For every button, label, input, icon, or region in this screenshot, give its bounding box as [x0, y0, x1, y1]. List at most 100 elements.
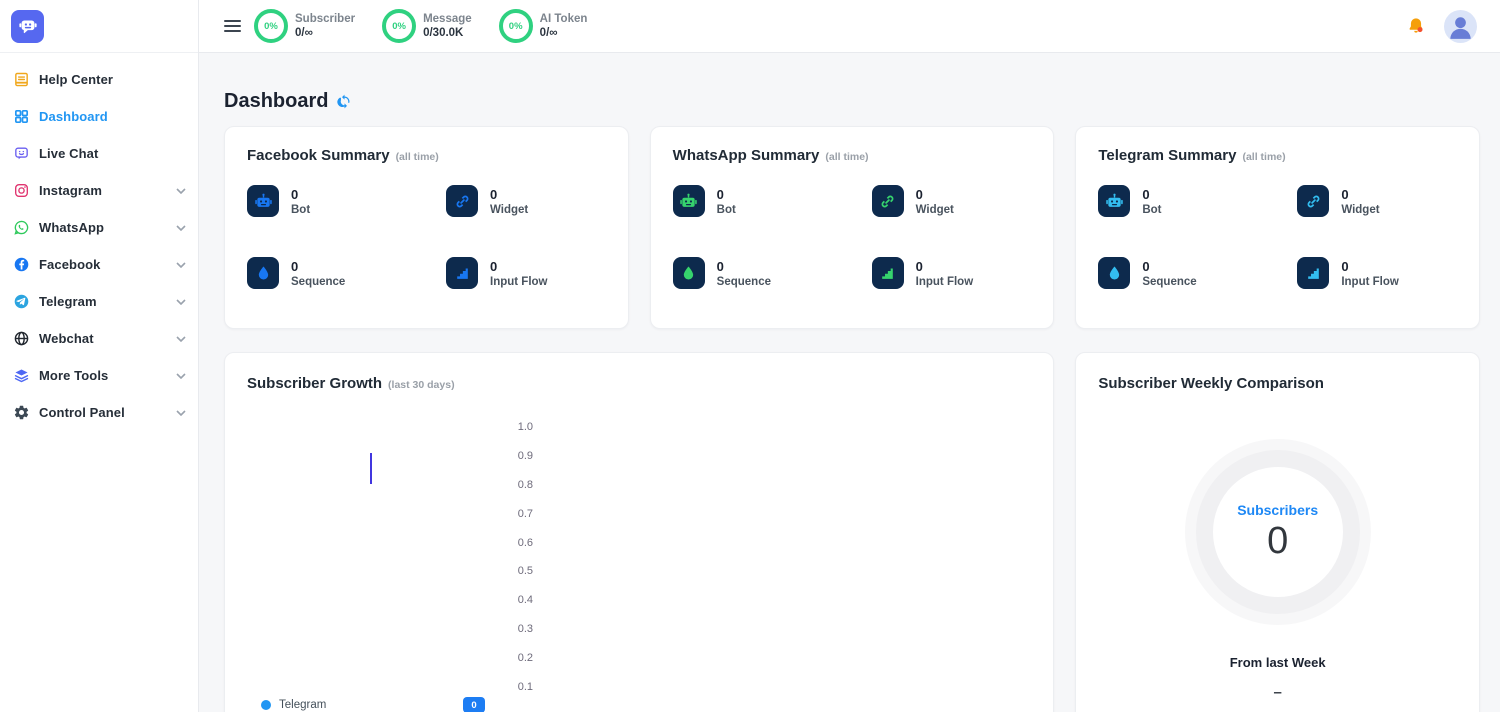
chart-cursor-line [370, 453, 372, 484]
stat-value: 0 [915, 186, 923, 202]
charts-row: Subscriber Growth (last 30 days) 1.0 0.9… [224, 352, 1480, 712]
chevron-down-icon [176, 335, 186, 342]
sidebar-item-control-panel[interactable]: Control Panel [0, 394, 198, 431]
stat-bot: 0 Bot [1098, 185, 1297, 217]
stairs-flow-icon [1297, 257, 1330, 289]
stat-value: 0 [1341, 186, 1349, 202]
robot-icon [1098, 185, 1131, 217]
telegram-summary-card: Telegram Summary (all time) 0 Bot [1075, 126, 1480, 329]
layers-icon [12, 367, 30, 385]
help-center-icon [12, 71, 30, 89]
link-icon [446, 185, 478, 217]
stat-label: Input Flow [490, 275, 548, 288]
card-title: Subscriber Growth [247, 375, 383, 392]
stat-label: Sequence [291, 275, 346, 288]
sidebar-item-label: Dashboard [39, 109, 108, 124]
stat-bot: 0 Bot [247, 185, 446, 217]
stat-label: Bot [1142, 203, 1162, 216]
whatsapp-summary-card: WhatsApp Summary (all time) 0 Bot [649, 126, 1055, 329]
stat-label: Input Flow [915, 275, 974, 288]
sidebar-item-label: Help Center [39, 72, 114, 87]
sidebar-item-live-chat[interactable]: Live Chat [0, 135, 198, 172]
y-tick: 0.5 [517, 565, 533, 578]
stat-value: 0 [490, 258, 498, 274]
menu-icon[interactable] [224, 20, 241, 32]
gauge-label: Subscribers [1237, 501, 1319, 518]
chevron-down-icon [176, 261, 186, 268]
stat-label: Sequence [716, 275, 771, 288]
stat-label: Input Flow [1341, 275, 1399, 288]
from-last-week-value: – [1273, 684, 1282, 701]
card-subtitle: (all time) [395, 151, 439, 163]
robot-chat-icon [11, 9, 44, 43]
bell-icon[interactable] [1406, 16, 1426, 36]
robot-icon [672, 185, 705, 217]
message-progress-ring: 0% [382, 9, 417, 43]
card-subtitle: (all time) [1242, 151, 1286, 163]
sidebar-item-webchat[interactable]: Webchat [0, 320, 198, 357]
stat-sequence: 0 Sequence [247, 257, 446, 289]
stat-value: 0 [716, 186, 724, 202]
stat-bot: 0 Bot [672, 185, 872, 217]
instagram-icon [12, 182, 30, 200]
sidebar-item-more-tools[interactable]: More Tools [0, 357, 198, 394]
sidebar-item-label: More Tools [39, 368, 109, 383]
sidebar-item-help-center[interactable]: Help Center [0, 61, 198, 98]
stat-input-flow: 0 Input Flow [446, 257, 606, 289]
droplet-icon [672, 257, 705, 289]
y-tick: 0.9 [517, 449, 533, 462]
chevron-down-icon [176, 224, 186, 231]
link-icon [871, 185, 904, 217]
sidebar-brand[interactable] [0, 0, 198, 53]
from-last-week-label: From last Week [1229, 655, 1326, 670]
stat-value: 0 [915, 258, 923, 274]
chevron-down-icon [176, 372, 186, 379]
sidebar-item-telegram[interactable]: Telegram [0, 283, 198, 320]
chart-legend[interactable]: Telegram [261, 699, 326, 711]
stat-widget: 0 Widget [446, 185, 606, 217]
usage-subscriber: 0% Subscriber 0/∞ [254, 9, 355, 43]
stat-value: 0 [490, 186, 498, 202]
page-title: Dashboard [224, 89, 329, 112]
sidebar-item-label: Facebook [39, 257, 101, 272]
subscriber-progress-ring: 0% [254, 9, 288, 43]
usage-label: Message [423, 12, 472, 25]
sidebar-item-label: Webchat [39, 331, 94, 346]
sidebar-item-dashboard[interactable]: Dashboard [0, 98, 198, 135]
y-tick: 1.0 [517, 421, 533, 433]
card-subtitle: (last 30 days) [388, 379, 455, 391]
sidebar-item-label: Telegram [39, 294, 97, 309]
link-icon [1297, 185, 1330, 217]
refresh-icon[interactable] [337, 94, 352, 109]
avatar[interactable] [1444, 9, 1477, 43]
usage-label: Subscriber [295, 12, 356, 25]
usage-ai-token: 0% AI Token 0/∞ [498, 9, 587, 43]
stat-label: Widget [915, 203, 954, 216]
y-tick: 0.7 [517, 507, 533, 520]
usage-value: 0/∞ [539, 27, 558, 39]
summary-cards-row: Facebook Summary (all time) 0 Bot [224, 126, 1480, 329]
stat-sequence: 0 Sequence [672, 257, 872, 289]
sidebar-item-label: Instagram [39, 183, 103, 198]
usage-message: 0% Message 0/30.0K [382, 9, 472, 43]
sidebar-item-facebook[interactable]: Facebook [0, 246, 198, 283]
chevron-down-icon [176, 187, 186, 194]
ai-token-progress-ring: 0% [498, 9, 533, 43]
stairs-flow-icon [871, 257, 904, 289]
usage-value: 0/∞ [295, 27, 313, 39]
stat-widget: 0 Widget [871, 185, 1032, 217]
stat-label: Widget [1341, 203, 1380, 216]
y-tick: 0.1 [517, 681, 533, 694]
telegram-icon [12, 293, 30, 311]
whatsapp-icon [12, 219, 30, 237]
droplet-icon [1098, 257, 1131, 289]
sidebar-item-whatsapp[interactable]: WhatsApp [0, 209, 198, 246]
y-tick: 0.8 [517, 478, 533, 491]
sidebar-item-instagram[interactable]: Instagram [0, 172, 198, 209]
stat-value: 0 [716, 258, 724, 274]
legend-dot-telegram [261, 700, 271, 710]
sidebar: Help Center Dashboard [0, 0, 199, 712]
sidebar-item-label: Control Panel [39, 405, 125, 420]
stat-value: 0 [291, 258, 299, 274]
card-title: WhatsApp Summary [672, 147, 820, 164]
